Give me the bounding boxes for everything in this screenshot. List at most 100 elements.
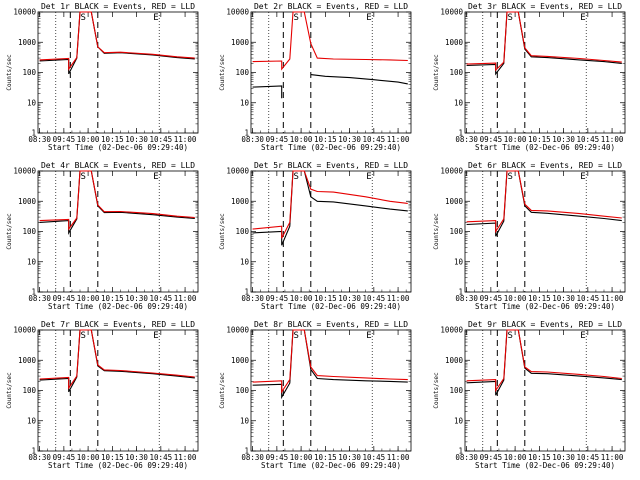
marker-s: S	[508, 13, 513, 23]
x-axis-label: Start Time (02-Dec-06 09:29:40)	[48, 143, 188, 152]
x-tick-label: 10:45	[150, 135, 173, 144]
series-lld-line	[466, 170, 622, 234]
marker-e: E	[153, 13, 158, 23]
x-tick-label: 10:00	[77, 294, 100, 303]
x-tick-label: 09:45	[266, 135, 289, 144]
x-tick-label: 08:30	[455, 135, 478, 144]
y-tick-label: 100	[449, 68, 463, 77]
series-events-line	[466, 170, 622, 237]
marker-e: E	[366, 13, 371, 23]
y-tick-label: 100	[22, 386, 36, 395]
series-events-line	[39, 329, 195, 393]
x-tick-label: 10:45	[150, 453, 173, 462]
y-tick-label: 10000	[13, 167, 36, 176]
x-tick-label: 10:45	[577, 294, 600, 303]
x-tick-label: 11:00	[174, 294, 197, 303]
x-tick-label: 09:45	[53, 135, 76, 144]
x-tick-label: 09:45	[480, 453, 503, 462]
series-lld-line	[252, 11, 408, 71]
panel-det-3: Det 3r BLACK = Events, RED = LLD Counts/s…	[433, 2, 626, 152]
panel-title: Det 9r BLACK = Events, RED = LLD	[468, 320, 622, 329]
y-tick-label: 1000	[18, 38, 37, 47]
x-tick-label: 10:15	[314, 294, 337, 303]
y-tick-label: 10000	[13, 8, 36, 17]
panel-det-8: Det 8r BLACK = Events, RED = LLD Counts/s…	[219, 320, 412, 470]
x-tick-label: 08:30	[28, 453, 51, 462]
x-tick-label: 08:30	[455, 453, 478, 462]
x-tick-label: 08:30	[241, 135, 264, 144]
x-tick-label: 10:00	[77, 453, 100, 462]
x-tick-label: 10:30	[338, 453, 361, 462]
marker-s: S	[294, 331, 299, 341]
y-tick-label: 10	[27, 257, 37, 266]
x-tick-label: 09:45	[480, 294, 503, 303]
plot-frame	[37, 170, 199, 293]
y-tick-label: 1	[244, 129, 249, 138]
y-axis-label: Counts/sec	[219, 372, 226, 409]
panel-det-7: Det 7r BLACK = Events, RED = LLD Counts/s…	[6, 320, 199, 470]
x-tick-label: 10:15	[101, 135, 124, 144]
x-tick-label: 10:00	[504, 135, 527, 144]
y-tick-label: 1	[458, 447, 463, 456]
marker-e: E	[580, 13, 585, 23]
series-events-line	[39, 11, 195, 75]
x-tick-label: 11:00	[387, 453, 410, 462]
marker-s: S	[294, 13, 299, 23]
x-tick-label: 08:30	[241, 453, 264, 462]
x-tick-label: 10:45	[363, 294, 386, 303]
marker-s: S	[294, 172, 299, 182]
marker-s: S	[508, 172, 513, 182]
panel-det-6: Det 6r BLACK = Events, RED = LLD Counts/s…	[433, 161, 626, 311]
plot-frame	[464, 11, 626, 134]
panel-title: Det 1r BLACK = Events, RED = LLD	[41, 2, 195, 11]
plot-frame	[464, 170, 626, 293]
x-tick-label: 10:30	[552, 294, 575, 303]
x-tick-label: 08:30	[28, 294, 51, 303]
y-tick-label: 1	[458, 129, 463, 138]
panel-title: Det 5r BLACK = Events, RED = LLD	[254, 161, 408, 170]
x-tick-label: 10:00	[290, 294, 313, 303]
y-axis-label: Counts/sec	[219, 54, 226, 91]
y-tick-label: 100	[449, 386, 463, 395]
y-tick-label: 1000	[445, 356, 464, 365]
y-axis-label: Counts/sec	[219, 213, 226, 250]
x-tick-label: 10:15	[101, 294, 124, 303]
x-axis-label: Start Time (02-Dec-06 09:29:40)	[261, 302, 401, 311]
y-tick-label: 10	[240, 98, 250, 107]
marker-s: S	[81, 331, 86, 341]
x-tick-label: 10:45	[150, 294, 173, 303]
x-tick-label: 09:45	[53, 453, 76, 462]
series-lld-line	[39, 170, 195, 231]
series-events-line	[466, 11, 622, 76]
x-tick-label: 11:00	[601, 453, 624, 462]
x-tick-label: 10:15	[101, 453, 124, 462]
y-tick-label: 1000	[231, 38, 250, 47]
x-tick-label: 08:30	[28, 135, 51, 144]
y-tick-label: 1000	[445, 197, 464, 206]
y-tick-label: 10	[27, 98, 37, 107]
y-tick-label: 10000	[440, 167, 463, 176]
x-tick-label: 10:15	[528, 294, 551, 303]
x-tick-label: 10:30	[125, 135, 148, 144]
x-tick-label: 10:15	[528, 453, 551, 462]
y-axis-label: Counts/sec	[433, 372, 440, 409]
y-tick-label: 10	[454, 257, 464, 266]
y-tick-label: 1	[244, 447, 249, 456]
y-tick-label: 10000	[226, 8, 249, 17]
plot-frame	[37, 329, 199, 452]
marker-s: S	[508, 331, 513, 341]
x-tick-label: 10:30	[125, 294, 148, 303]
y-tick-label: 1	[31, 447, 36, 456]
x-tick-label: 10:00	[504, 294, 527, 303]
y-tick-label: 1000	[231, 356, 250, 365]
x-tick-label: 10:15	[528, 135, 551, 144]
x-tick-label: 10:45	[577, 135, 600, 144]
series-lld-line	[39, 329, 195, 390]
x-tick-label: 11:00	[601, 135, 624, 144]
series-events-line	[252, 170, 408, 246]
series-lld-line	[252, 170, 408, 239]
y-axis-label: Counts/sec	[6, 54, 13, 91]
x-axis-label: Start Time (02-Dec-06 09:29:40)	[48, 302, 188, 311]
x-axis-label: Start Time (02-Dec-06 09:29:40)	[48, 461, 188, 470]
y-tick-label: 1	[458, 288, 463, 297]
